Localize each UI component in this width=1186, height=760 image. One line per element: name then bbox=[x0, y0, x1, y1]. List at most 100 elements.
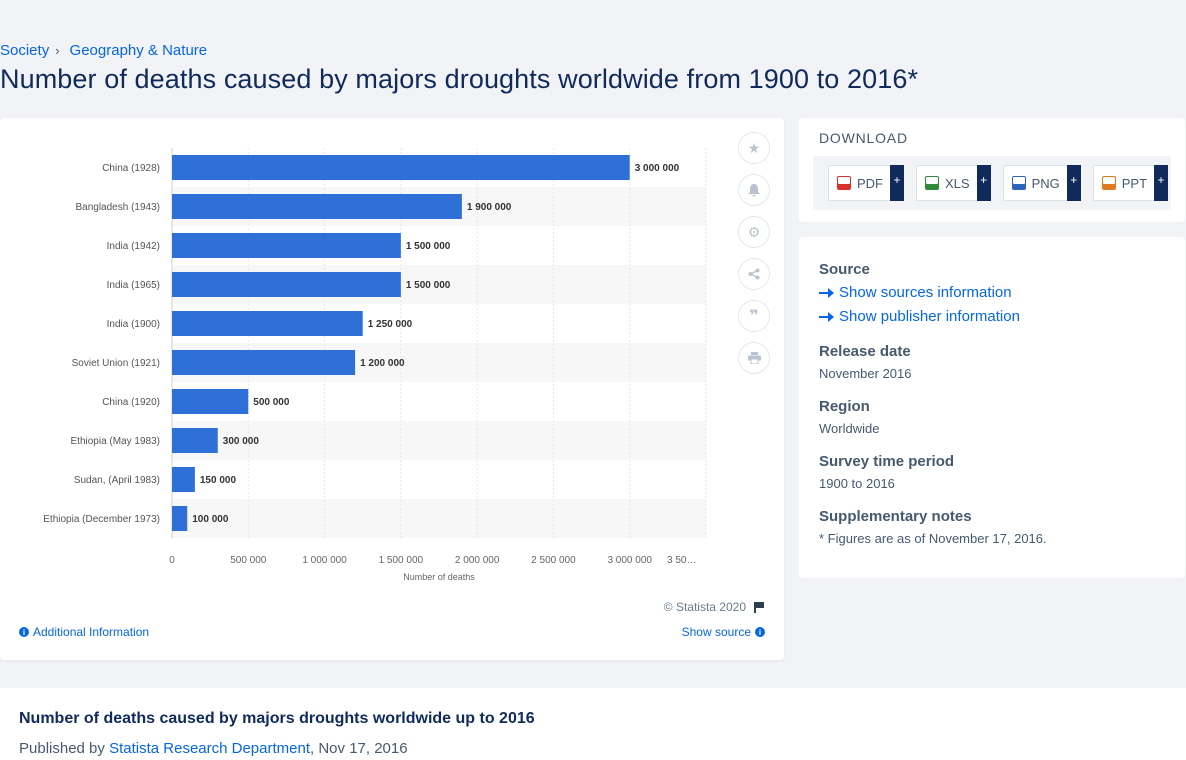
breadcrumb: Society › Geography & Nature bbox=[0, 42, 207, 59]
bar bbox=[172, 389, 249, 414]
xls-file-icon bbox=[925, 176, 939, 190]
region-value: Worldwide bbox=[819, 421, 880, 436]
print-icon[interactable] bbox=[738, 342, 770, 374]
show-source-label: Show source bbox=[681, 625, 751, 639]
download-ppt-label: PPT bbox=[1121, 175, 1148, 191]
chart-card: 3 000 000 China (1928) 1 900 000 Bangladesh… bbox=[0, 118, 784, 660]
ppt-file-icon bbox=[1101, 176, 1116, 190]
row-band bbox=[172, 421, 706, 460]
bar-chart: 3 000 000 China (1928) 1 900 000 Bangladesh… bbox=[43, 148, 707, 582]
publication-title: Number of deaths caused by majors drough… bbox=[19, 710, 535, 727]
additional-information-link[interactable]: i Additional Information bbox=[19, 625, 149, 639]
release-date-value: November 2016 bbox=[819, 366, 912, 381]
download-xls-label: XLS bbox=[945, 175, 970, 191]
download-pdf-label: PDF bbox=[857, 175, 883, 191]
publication-byline: Published by Statista Research Departmen… bbox=[19, 740, 408, 757]
details-card: Source Show sources information Show pub… bbox=[799, 237, 1185, 578]
plus-icon[interactable]: + bbox=[1066, 165, 1081, 201]
data-label: 150 000 bbox=[200, 475, 237, 486]
bar bbox=[172, 194, 462, 219]
additional-information-label: Additional Information bbox=[33, 625, 150, 639]
show-source-link[interactable]: Show source i bbox=[682, 625, 765, 639]
bar bbox=[172, 272, 401, 297]
data-label: 1 200 000 bbox=[360, 358, 405, 369]
show-sources-label: Show sources information bbox=[839, 284, 1012, 301]
show-publisher-link[interactable]: Show publisher information bbox=[819, 308, 1020, 325]
flag-icon[interactable] bbox=[754, 601, 764, 613]
bar bbox=[172, 233, 401, 258]
arrow-right-icon bbox=[819, 287, 834, 298]
category-label: China (1920) bbox=[102, 397, 160, 408]
category-label: Ethiopia (December 1973) bbox=[43, 514, 160, 525]
show-sources-link[interactable]: Show sources information bbox=[819, 284, 1012, 301]
data-label: 100 000 bbox=[192, 514, 229, 525]
bell-icon[interactable] bbox=[738, 174, 770, 206]
download-buttons: PDF + XLS + PNG + PPT + bbox=[813, 156, 1171, 210]
publication-card: Number of deaths caused by majors drough… bbox=[0, 688, 1186, 760]
supplementary-notes-value: * Figures are as of November 17, 2016. bbox=[819, 531, 1047, 546]
bar bbox=[172, 467, 195, 492]
breadcrumb-society[interactable]: Society bbox=[0, 42, 50, 59]
data-label: 1 500 000 bbox=[406, 241, 451, 252]
data-label: 1 500 000 bbox=[406, 280, 451, 291]
chart-tools: ★ ⚙ ❞ bbox=[738, 132, 770, 374]
release-date-heading: Release date bbox=[819, 343, 911, 360]
supplementary-notes-heading: Supplementary notes bbox=[819, 508, 972, 525]
source-heading: Source bbox=[819, 261, 870, 278]
x-tick-label: 3 000 000 bbox=[607, 555, 652, 566]
data-label: 500 000 bbox=[253, 397, 290, 408]
info-icon: i bbox=[755, 627, 765, 637]
page-title: Number of deaths caused by majors drough… bbox=[0, 64, 919, 94]
publication-date: , Nov 17, 2016 bbox=[310, 740, 408, 757]
breadcrumb-separator: › bbox=[55, 43, 60, 58]
data-label: 1 900 000 bbox=[467, 202, 512, 213]
x-tick-label: 1 000 000 bbox=[302, 555, 347, 566]
x-tick-label: 3 50… bbox=[667, 555, 696, 566]
x-tick-label: 1 500 000 bbox=[379, 555, 424, 566]
plus-icon[interactable]: + bbox=[890, 165, 904, 201]
category-label: Bangladesh (1943) bbox=[75, 202, 160, 213]
category-label: Soviet Union (1921) bbox=[72, 358, 160, 369]
bar bbox=[172, 506, 188, 531]
bar bbox=[172, 155, 630, 180]
bar bbox=[172, 311, 363, 336]
x-tick-label: 500 000 bbox=[230, 555, 267, 566]
show-publisher-label: Show publisher information bbox=[839, 308, 1020, 325]
published-by-label: Published by bbox=[19, 740, 105, 757]
breadcrumb-geography[interactable]: Geography & Nature bbox=[69, 42, 208, 59]
region-heading: Region bbox=[819, 398, 870, 415]
download-xls-button[interactable]: XLS + bbox=[916, 165, 991, 201]
download-card: DOWNLOAD PDF + XLS + PNG + PPT + bbox=[799, 118, 1185, 222]
arrow-right-icon bbox=[819, 311, 834, 322]
category-label: Ethiopia (May 1983) bbox=[71, 436, 161, 447]
share-icon[interactable] bbox=[738, 258, 770, 290]
survey-period-value: 1900 to 2016 bbox=[819, 476, 895, 491]
plus-icon[interactable]: + bbox=[976, 165, 991, 201]
info-icon: i bbox=[19, 627, 29, 637]
data-label: 300 000 bbox=[223, 436, 260, 447]
x-tick-label: 0 bbox=[169, 555, 175, 566]
download-ppt-button[interactable]: PPT + bbox=[1092, 165, 1169, 201]
x-axis-title: Number of deaths bbox=[403, 572, 475, 582]
category-label: China (1928) bbox=[102, 163, 160, 174]
category-label: India (1900) bbox=[107, 319, 160, 330]
category-label: Sudan, (April 1983) bbox=[74, 475, 160, 486]
download-pdf-button[interactable]: PDF + bbox=[828, 165, 904, 201]
x-tick-label: 2 500 000 bbox=[531, 555, 576, 566]
bar bbox=[172, 428, 218, 453]
copyright-text: © Statista 2020 bbox=[663, 600, 746, 614]
category-label: India (1965) bbox=[107, 280, 160, 291]
copyright: © Statista 2020 bbox=[664, 600, 764, 614]
gear-icon[interactable]: ⚙ bbox=[738, 216, 770, 248]
download-title: DOWNLOAD bbox=[819, 130, 908, 146]
png-file-icon bbox=[1011, 176, 1026, 190]
publisher-link[interactable]: Statista Research Department bbox=[109, 740, 311, 757]
quote-icon[interactable]: ❞ bbox=[738, 300, 770, 332]
plus-icon[interactable]: + bbox=[1154, 165, 1169, 201]
star-icon[interactable]: ★ bbox=[738, 132, 770, 164]
x-tick-label: 2 000 000 bbox=[455, 555, 500, 566]
category-label: India (1942) bbox=[107, 241, 160, 252]
survey-period-heading: Survey time period bbox=[819, 453, 955, 470]
download-png-button[interactable]: PNG + bbox=[1002, 165, 1081, 201]
bar bbox=[172, 350, 356, 375]
